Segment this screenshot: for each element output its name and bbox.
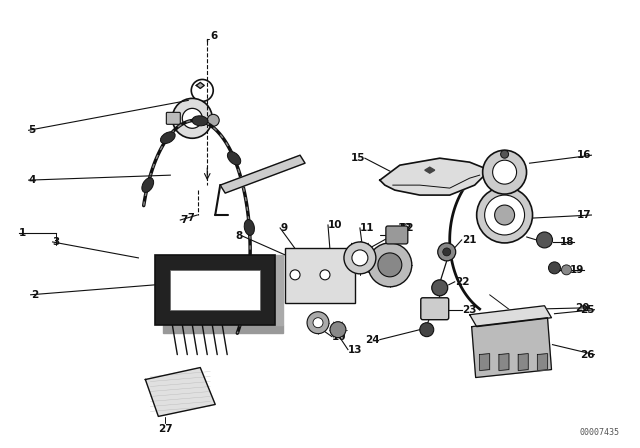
Polygon shape [196,82,204,88]
Circle shape [484,195,525,235]
Circle shape [378,253,402,277]
Polygon shape [479,353,490,370]
Bar [170,270,260,310]
Circle shape [483,150,527,194]
FancyBboxPatch shape [386,226,408,244]
Text: 19: 19 [570,265,584,275]
Circle shape [313,318,323,327]
Polygon shape [163,325,283,333]
Ellipse shape [192,116,208,126]
Circle shape [500,150,509,158]
Text: 21: 21 [461,235,476,245]
Text: 12: 12 [400,223,414,233]
FancyBboxPatch shape [420,298,449,320]
Polygon shape [472,318,552,378]
Polygon shape [145,367,215,416]
Text: 2: 2 [31,290,38,300]
Bar [285,248,355,303]
Text: 27: 27 [158,424,173,435]
Text: 26: 26 [580,349,595,360]
FancyBboxPatch shape [166,112,180,124]
Circle shape [443,248,451,256]
Circle shape [172,99,212,138]
Circle shape [320,270,330,280]
Ellipse shape [244,220,255,235]
Circle shape [438,243,456,261]
Ellipse shape [161,132,175,143]
Text: 9: 9 [280,223,287,233]
Text: 24: 24 [365,335,380,345]
Circle shape [307,312,329,334]
Text: 18: 18 [560,237,575,247]
Circle shape [561,265,572,275]
Polygon shape [275,255,283,325]
Ellipse shape [142,178,154,193]
Circle shape [548,262,561,274]
Text: 4: 4 [29,175,36,185]
Circle shape [477,187,532,243]
Bar [156,255,275,325]
Text: 5: 5 [29,125,36,135]
Text: 23: 23 [461,305,476,315]
Circle shape [344,242,376,274]
Text: 7: 7 [187,213,194,223]
Circle shape [432,280,448,296]
Circle shape [207,114,220,126]
Polygon shape [518,353,528,370]
Text: 20: 20 [575,303,589,313]
Polygon shape [470,306,552,327]
Text: 8: 8 [235,231,242,241]
Text: 10: 10 [332,332,346,342]
Text: 25: 25 [580,305,595,315]
Text: 6: 6 [210,30,218,41]
Circle shape [495,205,515,225]
Text: 00007435: 00007435 [579,428,620,437]
Text: 12: 12 [398,223,412,233]
Polygon shape [380,158,490,195]
Text: 16: 16 [577,150,591,160]
Circle shape [182,108,202,128]
Circle shape [352,250,368,266]
Text: 3: 3 [52,237,60,247]
Text: 13: 13 [348,345,362,355]
Text: 15: 15 [351,153,365,163]
Circle shape [330,322,346,338]
Circle shape [290,270,300,280]
Text: 7: 7 [180,215,188,225]
Text: 1: 1 [19,228,26,238]
Circle shape [536,232,552,248]
Text: 10: 10 [328,220,342,230]
Polygon shape [538,353,547,370]
Text: 14: 14 [355,243,370,253]
Circle shape [420,323,434,336]
Text: 22: 22 [454,277,469,287]
Text: 17: 17 [577,210,591,220]
Ellipse shape [227,151,241,165]
Circle shape [493,160,516,184]
Text: 11: 11 [360,223,374,233]
Polygon shape [500,150,509,157]
Polygon shape [499,353,509,370]
Circle shape [368,243,412,287]
Polygon shape [220,155,305,193]
Polygon shape [425,167,435,173]
